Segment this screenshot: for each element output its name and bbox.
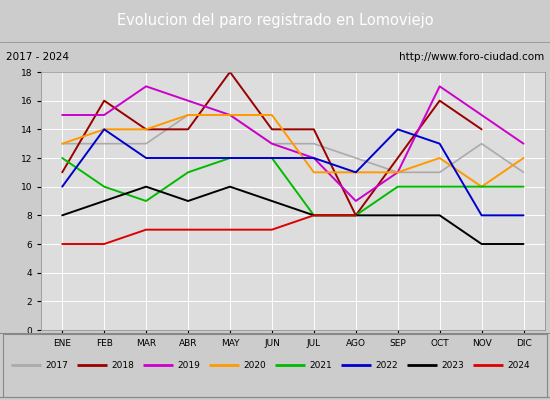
Text: Evolucion del paro registrado en Lomoviejo: Evolucion del paro registrado en Lomovie…	[117, 14, 433, 28]
Text: 2021: 2021	[309, 360, 332, 370]
Text: 2023: 2023	[441, 360, 464, 370]
Text: http://www.foro-ciudad.com: http://www.foro-ciudad.com	[399, 52, 544, 62]
Text: 2022: 2022	[375, 360, 398, 370]
Text: 2020: 2020	[243, 360, 266, 370]
Text: 2024: 2024	[507, 360, 530, 370]
Text: 2017: 2017	[45, 360, 68, 370]
Text: 2019: 2019	[177, 360, 200, 370]
Text: 2018: 2018	[111, 360, 134, 370]
Bar	[3, 334, 547, 396]
Text: 2017 - 2024: 2017 - 2024	[6, 52, 69, 62]
